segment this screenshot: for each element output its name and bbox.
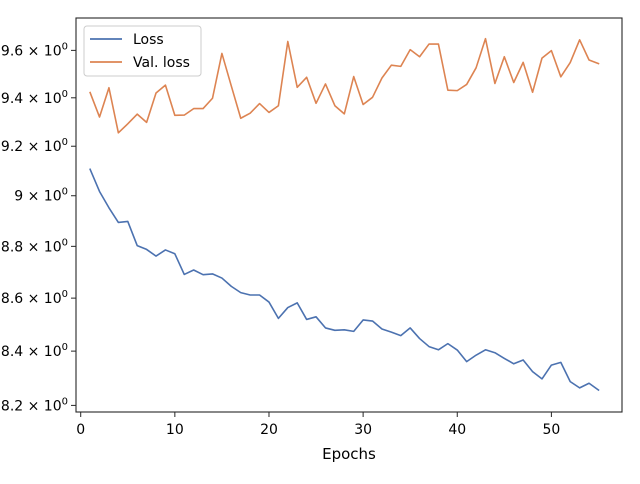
y-tick-label: 9.4 × 100	[1, 89, 68, 107]
legend-label-val-loss: Val. loss	[133, 55, 190, 71]
x-axis-label: Epochs	[322, 445, 376, 463]
y-tick-label: 8.2 × 100	[1, 396, 68, 414]
axes-frame	[75, 17, 623, 413]
x-tick-label: 40	[448, 422, 466, 438]
y-tick-label: 8.6 × 100	[1, 289, 68, 307]
x-tick-label: 30	[354, 422, 372, 438]
y-axis-ticks: 8.2 × 100 8.4 × 100 8.6 × 100 8.8 × 100 9 × …	[1, 41, 76, 414]
x-tick-label: 0	[76, 422, 85, 438]
y-tick-label: 9 × 100	[14, 187, 68, 205]
series-line-val-loss	[89, 37, 600, 134]
x-tick-label: 50	[542, 422, 560, 438]
y-tick-label: 9.6 × 100	[1, 41, 68, 59]
x-tick-label: 10	[166, 422, 184, 438]
series-line-loss	[89, 168, 600, 392]
legend: Loss Val. loss	[83, 25, 202, 77]
plot-area	[75, 17, 623, 413]
y-tick-label: 9.2 × 100	[1, 137, 68, 155]
legend-label-loss: Loss	[133, 32, 164, 48]
x-tick-label: 20	[260, 422, 278, 438]
y-tick-label: 8.4 × 100	[1, 342, 68, 360]
x-axis-ticks: 0 10 20 30 40 50	[76, 412, 560, 438]
y-tick-label: 8.8 × 100	[1, 237, 68, 255]
